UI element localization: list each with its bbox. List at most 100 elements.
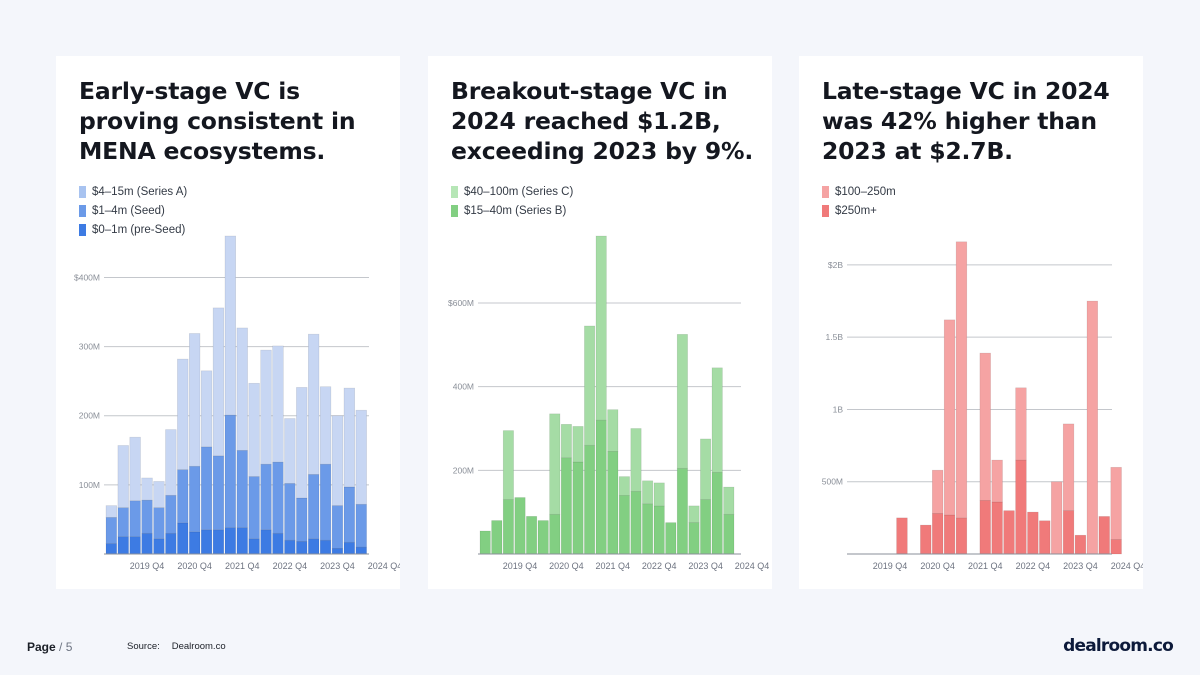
x-tick-label: 2020 Q4 bbox=[549, 561, 584, 571]
bar-segment bbox=[688, 505, 700, 523]
bar-segment bbox=[1086, 300, 1098, 555]
bar-segment bbox=[630, 428, 642, 492]
bar-segment bbox=[502, 430, 514, 500]
bar-segment bbox=[502, 499, 514, 555]
bar-segment bbox=[212, 529, 225, 555]
bar-segment bbox=[153, 481, 165, 508]
bar-segment bbox=[236, 527, 248, 555]
legend-item: $1–4m (Seed) bbox=[79, 201, 187, 220]
bar-segment bbox=[117, 536, 129, 555]
bar-segment bbox=[343, 486, 355, 543]
legend: $40–100m (Series C) $15–40m (Series B) bbox=[451, 182, 573, 220]
card-title: Late-stage VC in 2024 was 42% higher tha… bbox=[822, 77, 1110, 165]
bar-segment bbox=[711, 367, 723, 473]
x-tick-label: 2019 Q4 bbox=[130, 561, 165, 571]
bar-segment bbox=[224, 235, 236, 416]
x-tick-label: 2023 Q4 bbox=[1063, 561, 1098, 571]
bar-segment bbox=[153, 538, 165, 555]
bar-segment bbox=[1074, 534, 1087, 555]
bar-segment bbox=[1039, 520, 1051, 555]
bar-segment bbox=[560, 423, 572, 459]
page-number: / 5 bbox=[59, 640, 73, 654]
bar-segment bbox=[284, 418, 296, 484]
bar-segment bbox=[165, 429, 177, 496]
bar-segment bbox=[920, 524, 932, 555]
bar-segment bbox=[319, 539, 332, 555]
bar-segment bbox=[260, 463, 272, 531]
bar-segment bbox=[355, 409, 367, 505]
bar-chart-late-stage: 500M 1B 1.5B $2B 2019 Q4 2020 Q4 2021 Q4 2022 Q… bbox=[822, 241, 1143, 571]
bar-segment bbox=[537, 520, 549, 555]
bar-segment bbox=[943, 319, 956, 516]
bar-segment bbox=[723, 486, 735, 515]
bar-segment bbox=[355, 546, 367, 555]
legend-label: $4–15m (Series A) bbox=[92, 185, 188, 198]
bar-segment bbox=[479, 530, 491, 555]
bar-segment bbox=[932, 513, 944, 555]
bar-segment bbox=[572, 426, 584, 463]
x-tick-label: 2024 Q4 bbox=[368, 561, 400, 571]
legend-swatch bbox=[79, 223, 86, 236]
card-title: Early-stage VC is proving consistent in … bbox=[79, 77, 356, 165]
bar-segment bbox=[319, 386, 332, 465]
bar-segment bbox=[711, 472, 723, 555]
source-value: Dealroom.co bbox=[171, 641, 226, 652]
bar-segment bbox=[105, 517, 117, 544]
x-tick-label: 2020 Q4 bbox=[920, 561, 955, 571]
y-tick-label: 400M bbox=[453, 382, 474, 392]
y-tick-label: 500M bbox=[822, 477, 843, 487]
legend-swatch bbox=[451, 185, 458, 198]
bar-segment bbox=[979, 500, 991, 555]
legend-label: $1–4m (Seed) bbox=[92, 204, 165, 217]
bar-segment bbox=[260, 529, 272, 555]
legend-label: $100–250m bbox=[835, 185, 896, 198]
bar-segment bbox=[200, 529, 213, 555]
bar-segment bbox=[177, 522, 189, 555]
bar-segment bbox=[991, 459, 1003, 503]
bar-segment bbox=[248, 538, 260, 555]
page-label: Page bbox=[27, 640, 56, 654]
bar-segment bbox=[129, 536, 141, 555]
bar-segment bbox=[224, 527, 236, 555]
bar-segment bbox=[153, 507, 165, 540]
bar-segment bbox=[200, 370, 213, 448]
bar-segment bbox=[618, 476, 630, 496]
bar-segment bbox=[584, 444, 596, 555]
bar-segment bbox=[141, 477, 153, 501]
bar-segment bbox=[991, 501, 1003, 555]
bar-segment bbox=[932, 469, 944, 514]
bar-segment bbox=[1051, 481, 1063, 555]
bar-segment bbox=[355, 503, 367, 548]
bar-segment bbox=[560, 457, 572, 555]
legend-item: $0–1m (pre-Seed) bbox=[79, 220, 187, 239]
bar-segment bbox=[189, 465, 201, 533]
x-tick-label: 2021 Q4 bbox=[596, 561, 631, 571]
bar-segment bbox=[676, 467, 688, 555]
legend-label: $0–1m (pre-Seed) bbox=[92, 223, 186, 236]
bar-segment bbox=[549, 413, 561, 515]
bar-segment bbox=[676, 334, 688, 469]
legend-label: $15–40m (Series B) bbox=[464, 204, 567, 217]
x-tick-label: 2021 Q4 bbox=[968, 561, 1003, 571]
source-note: Source: Dealroom.co bbox=[127, 641, 226, 652]
bar-segment bbox=[572, 461, 584, 555]
y-tick-label: $400M bbox=[74, 272, 100, 282]
card-title: Breakout-stage VC in 2024 reached $1.2B,… bbox=[451, 77, 754, 165]
bar-segment bbox=[618, 495, 630, 555]
bar-segment bbox=[212, 307, 225, 457]
bar-segment bbox=[141, 532, 153, 555]
legend-swatch bbox=[822, 185, 829, 198]
bar-segment bbox=[700, 499, 712, 555]
bar-segment bbox=[331, 548, 344, 555]
bar-segment bbox=[979, 352, 991, 501]
bar-segment bbox=[343, 387, 355, 488]
y-tick-label: 200M bbox=[453, 465, 474, 475]
chart-card-breakout-stage: Breakout-stage VC in 2024 reached $1.2B,… bbox=[428, 56, 772, 589]
x-tick-label: 2020 Q4 bbox=[177, 561, 212, 571]
bar-segment bbox=[1062, 423, 1075, 511]
legend-swatch bbox=[79, 185, 86, 198]
bar-segment bbox=[584, 325, 596, 446]
legend-swatch bbox=[822, 204, 829, 217]
legend-item: $100–250m bbox=[822, 182, 896, 201]
legend-item: $250m+ bbox=[822, 201, 896, 220]
